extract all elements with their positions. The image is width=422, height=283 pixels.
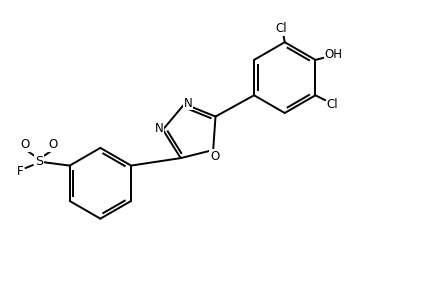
Text: F: F <box>17 165 24 178</box>
Text: O: O <box>49 138 58 151</box>
Text: Cl: Cl <box>275 22 287 35</box>
Text: S: S <box>35 155 43 168</box>
Text: N: N <box>154 122 163 135</box>
Text: Cl: Cl <box>327 98 338 111</box>
Text: N: N <box>184 97 193 110</box>
Text: OH: OH <box>324 48 342 61</box>
Text: O: O <box>210 150 219 163</box>
Text: O: O <box>21 138 30 151</box>
